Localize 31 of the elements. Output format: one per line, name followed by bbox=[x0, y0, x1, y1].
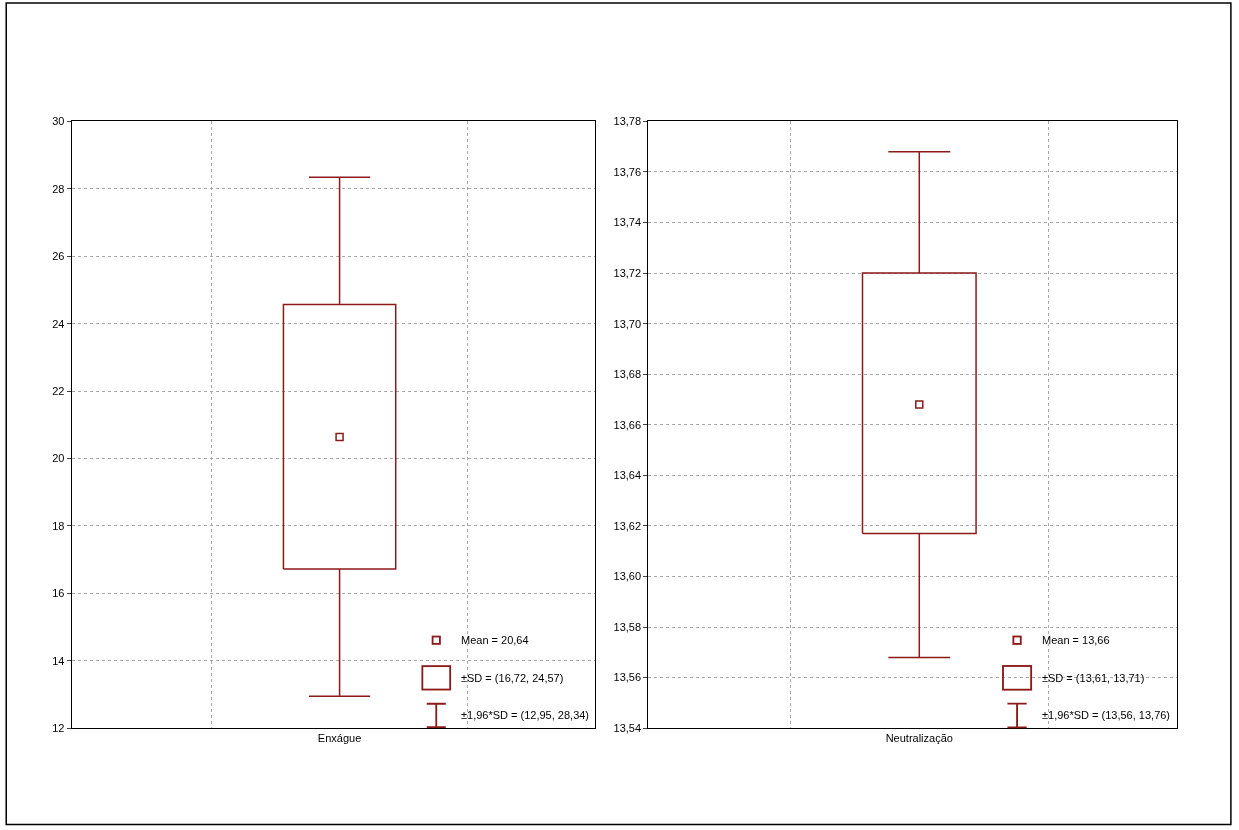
y-tick-label: 18 bbox=[52, 519, 65, 532]
annotation: Mean = 13,66 bbox=[1042, 634, 1110, 646]
y-tick-label: 13,54 bbox=[613, 722, 642, 735]
x-tick-label: Neutralização bbox=[885, 732, 953, 745]
y-tick-label: 26 bbox=[52, 250, 65, 263]
y-tick-label: 13,60 bbox=[613, 570, 642, 583]
y-tick-label: 20 bbox=[52, 452, 65, 465]
y-tick-label: 13,68 bbox=[613, 368, 642, 381]
annotation: ±1,96*SD = (12,95, 28,34) bbox=[461, 709, 590, 721]
annotation: ±1,96*SD = (13,56, 13,76) bbox=[1042, 709, 1171, 721]
y-tick-label: 22 bbox=[52, 384, 65, 397]
annotation: Mean = 20,64 bbox=[461, 634, 529, 646]
annotation: ±SD = (16,72, 24,57) bbox=[461, 672, 564, 684]
y-tick-label: 13,70 bbox=[613, 317, 642, 330]
y-tick-label: 13,64 bbox=[613, 469, 642, 482]
annotation: ±SD = (13,61, 13,71) bbox=[1042, 672, 1145, 684]
y-tick-label: 13,58 bbox=[613, 620, 642, 633]
y-tick-label: 14 bbox=[52, 654, 65, 667]
x-tick-label: Enxágue bbox=[317, 732, 362, 745]
y-tick-label: 13,74 bbox=[613, 216, 642, 229]
y-tick-label: 13,66 bbox=[613, 418, 642, 431]
y-tick-label: 28 bbox=[52, 182, 65, 195]
y-tick-label: 24 bbox=[52, 317, 65, 330]
y-tick-label: 12 bbox=[52, 722, 65, 735]
y-tick-label: 16 bbox=[52, 587, 65, 600]
y-tick-label: 30 bbox=[52, 115, 65, 128]
y-tick-label: 13,62 bbox=[613, 519, 642, 532]
y-tick-label: 13,56 bbox=[613, 671, 642, 684]
y-tick-label: 13,76 bbox=[613, 165, 642, 178]
y-tick-label: 13,72 bbox=[613, 266, 642, 279]
y-tick-label: 13,78 bbox=[613, 115, 642, 128]
